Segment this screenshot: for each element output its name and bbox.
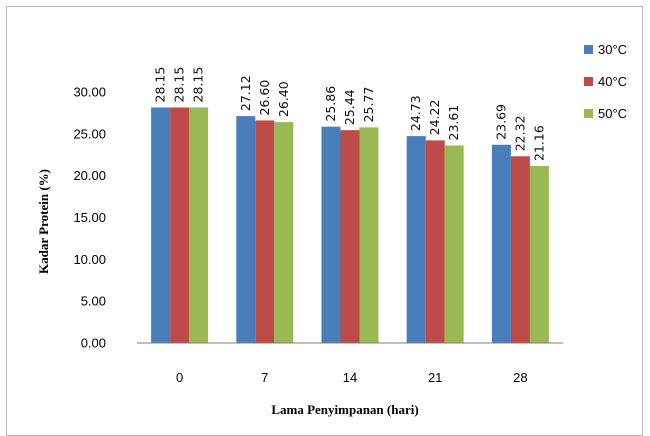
x-tick-label: 7 — [261, 370, 268, 385]
bar — [529, 165, 549, 343]
legend-swatch — [584, 109, 593, 118]
bars — [151, 107, 549, 344]
y-tick-label: 10.00 — [73, 252, 106, 267]
y-axis-ticks: 0.00 5.00 10.00 15.00 20.00 25.00 30.00 — [73, 85, 106, 351]
data-label: 23.69 — [493, 104, 508, 140]
x-axis-title: Lama Penyimpanan (hari) — [271, 402, 418, 417]
data-label: 24.22 — [427, 100, 442, 136]
bar — [151, 107, 171, 343]
data-label: 28.15 — [153, 67, 168, 103]
data-label: 26.60 — [257, 80, 272, 116]
legend-swatch — [584, 45, 593, 54]
data-label: 21.16 — [531, 125, 546, 161]
legend: 30°C 40°C 50°C — [584, 42, 627, 121]
x-tick-label: 21 — [428, 370, 442, 385]
bar — [359, 127, 379, 344]
data-label: 23.61 — [446, 105, 461, 141]
data-label: 25.77 — [361, 87, 376, 123]
x-tick-label: 0 — [176, 370, 183, 385]
bar — [236, 116, 256, 343]
legend-label: 50°C — [598, 106, 627, 121]
y-tick-label: 20.00 — [73, 168, 106, 183]
data-label: 25.44 — [342, 89, 357, 125]
bar — [406, 136, 426, 343]
data-label: 27.12 — [238, 75, 253, 111]
bar — [274, 122, 294, 344]
y-tick-label: 15.00 — [73, 210, 106, 225]
legend-label: 30°C — [598, 42, 627, 57]
bar — [189, 107, 209, 343]
bar — [444, 145, 464, 343]
y-tick-label: 5.00 — [81, 294, 106, 309]
bar — [491, 144, 511, 343]
bar — [510, 156, 530, 343]
bar — [425, 140, 445, 343]
x-tick-label: 14 — [343, 370, 357, 385]
y-tick-label: 0.00 — [81, 336, 106, 351]
y-tick-label: 25.00 — [73, 126, 106, 141]
data-label: 26.40 — [276, 81, 291, 117]
y-tick-label: 30.00 — [73, 85, 106, 100]
data-label: 28.15 — [172, 67, 187, 103]
data-label: 24.73 — [408, 95, 423, 131]
legend-swatch — [584, 77, 593, 86]
x-tick-label: 28 — [513, 370, 527, 385]
data-labels: 28.15 28.15 28.15 27.12 26.60 26.40 25.86 25.44… — [153, 67, 547, 161]
legend-label: 40°C — [598, 74, 627, 89]
data-label: 28.15 — [191, 67, 206, 103]
bar — [321, 126, 341, 343]
y-axis-title: Kadar Protein (%) — [36, 169, 51, 274]
data-label: 22.32 — [512, 115, 527, 151]
bar — [340, 130, 360, 343]
x-axis-ticks: 0 7 14 21 28 — [176, 370, 528, 385]
bar — [170, 107, 190, 343]
data-label: 25.86 — [323, 86, 338, 122]
bar — [255, 120, 275, 344]
